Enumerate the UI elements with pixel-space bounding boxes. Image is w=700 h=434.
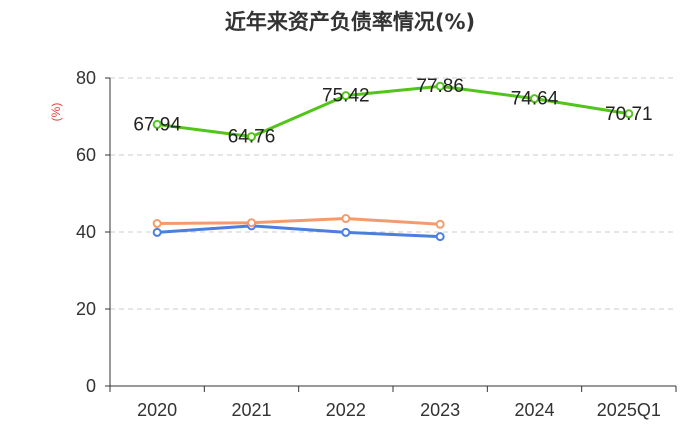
data-label: 75.42 bbox=[322, 86, 370, 107]
data-point bbox=[247, 132, 256, 142]
data-point bbox=[435, 232, 445, 242]
data-label: 67.94 bbox=[133, 114, 181, 135]
series-line-1 bbox=[157, 217, 441, 226]
data-point bbox=[530, 94, 539, 104]
data-point bbox=[341, 227, 351, 237]
series-line-0 bbox=[156, 84, 630, 139]
axes: 0 20 40 60 80 (%) 2020 2021 2022 2023 2024 2025Q1 bbox=[49, 68, 677, 420]
y-tick-label: 80 bbox=[76, 68, 96, 88]
x-tick-label: 2023 bbox=[420, 400, 460, 420]
x-tick-label: 2025Q1 bbox=[597, 400, 661, 420]
x-tick-label: 2021 bbox=[231, 400, 271, 420]
data-point bbox=[152, 119, 162, 129]
y-axis-label: (%) bbox=[49, 103, 63, 122]
x-tick-label: 2024 bbox=[514, 400, 554, 420]
data-point bbox=[152, 227, 162, 237]
data-point bbox=[341, 91, 351, 101]
data-point bbox=[341, 214, 351, 224]
y-tick-label: 0 bbox=[86, 376, 96, 396]
data-label: 64.76 bbox=[228, 127, 276, 148]
series-lines bbox=[152, 81, 634, 242]
grid-lines bbox=[110, 77, 676, 310]
data-point bbox=[247, 218, 256, 228]
data-point bbox=[624, 109, 634, 119]
chart-title: 近年来资产负债率情况(%) bbox=[224, 10, 476, 34]
x-tick-label: 2022 bbox=[326, 400, 366, 420]
data-labels: 67.94 64.76 75.42 77.86 74.64 70.71 bbox=[133, 76, 652, 147]
data-point bbox=[435, 219, 445, 229]
data-label: 70.71 bbox=[605, 104, 653, 125]
data-point bbox=[435, 81, 445, 91]
data-label: 77.86 bbox=[416, 76, 464, 97]
series-line-2 bbox=[157, 224, 441, 239]
y-tick-label: 60 bbox=[76, 145, 96, 165]
data-point bbox=[152, 219, 162, 229]
y-tick-label: 40 bbox=[76, 222, 96, 242]
x-tick-label: 2020 bbox=[137, 400, 177, 420]
y-tick-label: 20 bbox=[76, 299, 96, 319]
data-label: 74.64 bbox=[511, 89, 559, 110]
